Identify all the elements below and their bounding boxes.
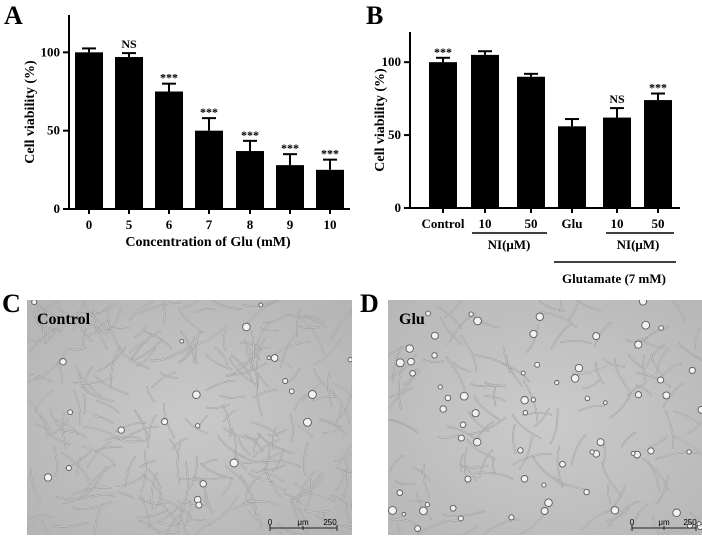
bar xyxy=(236,151,264,209)
x-tick-label: 10 xyxy=(611,216,624,231)
significance-label: *** xyxy=(200,105,218,119)
x-tick-label: 5 xyxy=(126,217,133,232)
chart-a-xlabel: Concentration of Glu (mM) xyxy=(125,235,291,250)
micrograph-c-cells xyxy=(27,300,352,535)
x-tick-label: 8 xyxy=(247,217,254,232)
significance-label: NS xyxy=(609,92,625,106)
micrograph-glu: Glu 0 μm 250 xyxy=(388,300,702,535)
y-tick-label: 0 xyxy=(395,200,402,215)
panel-label-a: A xyxy=(4,1,23,30)
bracket-ni-left-label: NI(μM) xyxy=(488,237,531,252)
bar xyxy=(316,169,344,209)
bar xyxy=(75,52,103,210)
bar xyxy=(644,100,672,208)
significance-label: *** xyxy=(649,81,667,95)
x-tick-label: 50 xyxy=(652,216,665,231)
x-tick-label: 50 xyxy=(525,216,538,231)
micrograph-c-label: Control xyxy=(37,311,91,328)
significance-label: *** xyxy=(241,128,259,142)
bracket-ni-right-label: NI(μM) xyxy=(617,237,660,252)
y-tick-label: 0 xyxy=(54,201,61,216)
micrograph-d-label: Glu xyxy=(399,311,425,328)
x-tick-label: 9 xyxy=(287,217,294,232)
x-tick-label: Glu xyxy=(562,216,583,231)
scale-bar-d: 0 μm 250 xyxy=(630,518,697,531)
significance-label: *** xyxy=(434,45,452,59)
x-tick-label: 10 xyxy=(324,217,337,232)
bar xyxy=(276,165,304,209)
y-tick-label: 100 xyxy=(382,54,402,69)
y-tick-label: 50 xyxy=(47,123,60,138)
chart-a-ylabel: Cell viability (%) xyxy=(23,60,38,164)
bar xyxy=(155,91,183,209)
bar xyxy=(471,54,499,208)
chart-b: 0 50 100 *** Control 10 50 Glu NS 10 *** 50 Cell v… xyxy=(373,32,680,286)
significance-label: *** xyxy=(281,141,299,155)
scale-bar-d-unit: μm xyxy=(658,518,670,527)
bar xyxy=(429,62,457,208)
scale-bar-c-start: 0 xyxy=(268,518,273,527)
x-tick-label: Control xyxy=(421,216,464,231)
micrograph-control: Control 0 μm 250 xyxy=(27,300,352,535)
bar xyxy=(558,126,586,208)
panel-label-c: C xyxy=(2,289,21,318)
significance-label: *** xyxy=(321,147,339,161)
bar xyxy=(115,57,143,210)
chart-a: 0 50 100 0 NS 5 *** 6 *** 7 *** 8 *** 9 *** 10 Cell vi… xyxy=(23,15,350,250)
scale-bar-c-end: 250 xyxy=(323,518,337,527)
scale-bar-c-unit: μm xyxy=(297,518,309,527)
x-tick-label: 7 xyxy=(206,217,213,232)
y-tick-label: 100 xyxy=(41,44,61,59)
y-tick-label: 50 xyxy=(388,127,401,142)
micrograph-d-cells xyxy=(388,300,702,535)
micrograph-d-background xyxy=(388,300,702,535)
x-tick-label: 6 xyxy=(166,217,173,232)
significance-label: NS xyxy=(121,37,137,51)
chart-b-ylabel: Cell viability (%) xyxy=(373,68,388,172)
x-tick-label: 0 xyxy=(86,217,93,232)
panel-label-b: B xyxy=(366,1,383,30)
panel-label-d: D xyxy=(360,289,379,318)
x-tick-label: 10 xyxy=(479,216,492,231)
bracket-glutamate-label: Glutamate (7 mM) xyxy=(562,271,666,286)
bar xyxy=(603,117,631,208)
bar xyxy=(517,76,545,208)
significance-label: *** xyxy=(160,71,178,85)
scale-bar-d-start: 0 xyxy=(630,518,635,527)
scale-bar-c: 0 μm 250 xyxy=(268,518,338,531)
bar xyxy=(195,130,223,209)
scale-bar-d-end: 250 xyxy=(683,518,697,527)
